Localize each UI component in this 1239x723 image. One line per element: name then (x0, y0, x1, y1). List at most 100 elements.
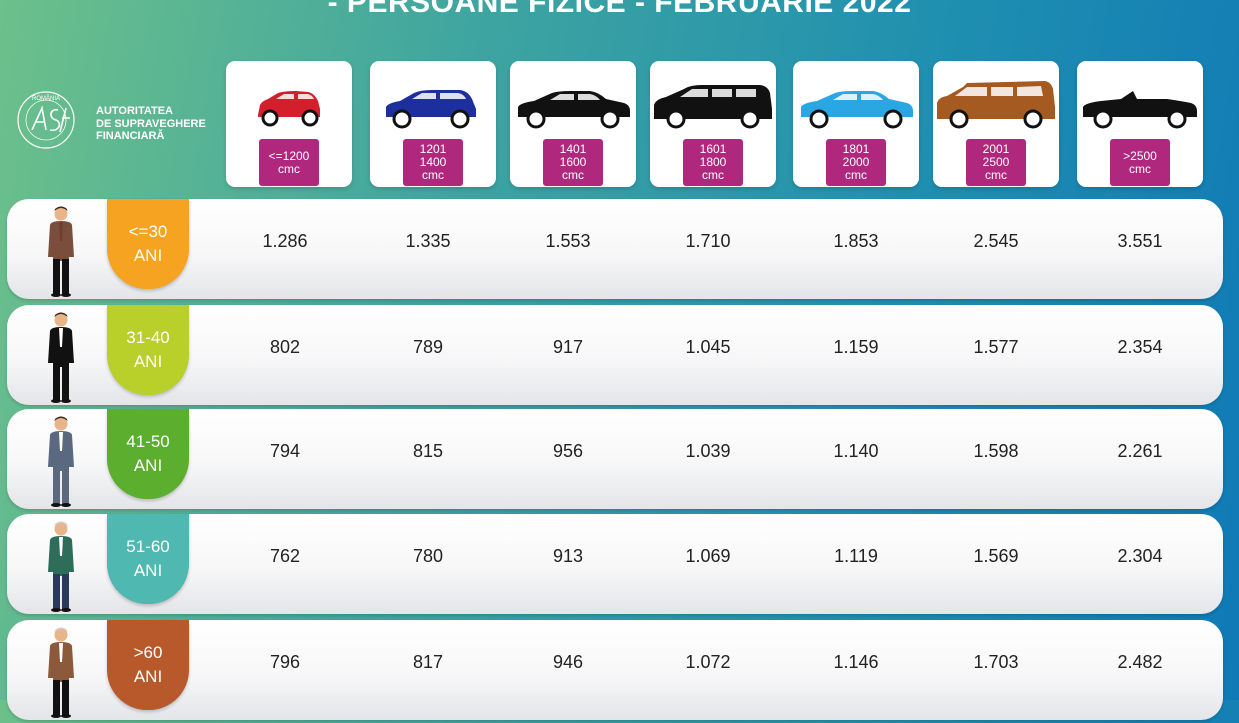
price-cell: 794 (269, 441, 301, 461)
capacity-line-1: 1401 (559, 142, 587, 156)
age-group-tab: <=30 ANI (107, 199, 189, 289)
price-cell: 2.545 (973, 231, 1019, 251)
price-cell: 1.553 (545, 231, 591, 251)
price-cell: 2.482 (1117, 652, 1163, 672)
table-row: 41-50 ANI 794 815 956 1.039 1.140 1.598 2.261 (7, 409, 1223, 509)
age-suffix: ANI (133, 246, 163, 265)
emblem-text: ROMÂNIA (32, 95, 60, 102)
capacity-unit: cmc (702, 168, 724, 182)
car-icon (386, 90, 476, 129)
person-icon (48, 416, 74, 507)
engine-capacity-badge: 2001 2500 cmc (966, 139, 1026, 186)
price-cell: 2.261 (1117, 441, 1163, 461)
category-card: 1401 1600 cmc (510, 61, 636, 187)
price-cell: 1.146 (833, 652, 879, 672)
asf-emblem-icon: ROMÂNIA (17, 91, 75, 149)
price-cell: 1.569 (973, 546, 1019, 566)
capacity-unit: cmc (845, 168, 867, 182)
age-suffix: ANI (133, 667, 163, 686)
price-cell: 1.045 (685, 337, 731, 357)
page-title: - PERSOANE FIZICE - FEBRUARIE 2022 (327, 0, 912, 19)
car-icon (801, 91, 913, 129)
price-cell: 1.119 (834, 546, 878, 566)
age-group-tab: >60 ANI (107, 620, 189, 710)
category-card: <=1200 cmc (226, 61, 352, 187)
category-card: 1801 2000 cmc (793, 61, 919, 187)
engine-capacity-badge: <=1200 cmc (259, 139, 319, 186)
price-cell: 762 (269, 546, 301, 566)
org-line-1: AUTORITATEA (96, 105, 173, 117)
price-cell: 796 (269, 652, 301, 672)
person-icon (48, 312, 74, 403)
table-row: >60 ANI 796 817 946 1.072 1.146 1.703 2.482 (7, 620, 1223, 720)
price-cell: 802 (269, 337, 301, 357)
price-cell: 1.853 (833, 231, 879, 251)
price-cell: 1.039 (685, 441, 731, 461)
capacity-line-1: 1801 (842, 142, 870, 156)
category-card: 1601 1800 cmc (650, 61, 776, 187)
price-cell: 1.710 (685, 231, 731, 251)
price-cell: 1.159 (833, 337, 879, 357)
price-cell: 1.069 (685, 546, 731, 566)
asf-logo: ROMÂNIA AUTORITATEA DE SUPRAVEGHERE FINA… (10, 90, 220, 150)
person-figure (45, 205, 77, 302)
person-icon (48, 627, 74, 718)
age-range: 51-60 (126, 537, 170, 556)
capacity-unit: cmc (562, 168, 584, 182)
capacity-unit: cmc (1129, 161, 1151, 176)
age-suffix: ANI (133, 561, 163, 580)
person-icon (48, 521, 74, 612)
capacity-line-1: 2001 (982, 142, 1010, 156)
price-cell: 2.304 (1117, 546, 1163, 566)
price-cell: 946 (552, 652, 584, 672)
car-icon (258, 91, 320, 127)
price-cell: 917 (552, 337, 584, 357)
person-figure (45, 415, 77, 512)
capacity-unit: cmc (422, 168, 444, 182)
org-name: AUTORITATEA DE SUPRAVEGHERE FINANCIARĂ (96, 105, 206, 143)
capacity-line-1: <=1200 (268, 148, 310, 163)
capacity-line-2: 2500 (982, 155, 1010, 169)
price-cell: 913 (552, 546, 584, 566)
category-card: 1201 1400 cmc (370, 61, 496, 187)
capacity-line-1: 1201 (419, 142, 447, 156)
price-cell: 1.072 (685, 652, 731, 672)
price-cell: 1.140 (833, 441, 879, 461)
engine-capacity-badge: 1401 1600 cmc (543, 139, 603, 186)
age-range: >60 (133, 643, 163, 662)
age-range: 31-40 (126, 328, 170, 347)
category-card: 2001 2500 cmc (933, 61, 1059, 187)
person-figure (45, 311, 77, 408)
price-cell: 815 (412, 441, 444, 461)
capacity-line-2: 2000 (842, 155, 870, 169)
person-icon (48, 206, 74, 297)
table-row: 31-40 ANI 802 789 917 1.045 1.159 1.577 2.354 (7, 305, 1223, 405)
car-icon (654, 85, 772, 129)
capacity-line-2: 1800 (699, 155, 727, 169)
price-cell: 789 (412, 337, 444, 357)
table-row: <=30 ANI 1.286 1.335 1.553 1.710 1.853 2.545 3.5… (7, 199, 1223, 299)
price-cell: 780 (412, 546, 444, 566)
price-cell: 1.598 (973, 441, 1019, 461)
age-group-tab: 31-40 ANI (107, 305, 189, 395)
age-range: <=30 (128, 222, 168, 241)
capacity-line-2: 1400 (419, 155, 447, 169)
car-icon (1083, 91, 1197, 129)
price-cell: 2.354 (1117, 337, 1163, 357)
price-cell: 817 (412, 652, 444, 672)
category-card: >2500 cmc (1077, 61, 1203, 187)
price-cell: 1.335 (405, 231, 451, 251)
price-cell: 1.703 (973, 652, 1019, 672)
capacity-line-1: >2500 (1123, 148, 1157, 163)
age-suffix: ANI (133, 456, 163, 475)
price-cell: 1.286 (262, 231, 308, 251)
org-line-2: DE SUPRAVEGHERE (96, 117, 206, 130)
age-range: 41-50 (126, 432, 170, 451)
engine-capacity-badge: 1801 2000 cmc (826, 139, 886, 186)
org-line-3: FINANCIARĂ (96, 130, 165, 142)
capacity-line-2: 1600 (559, 155, 587, 169)
capacity-unit: cmc (985, 168, 1007, 182)
engine-capacity-badge: 1601 1800 cmc (683, 139, 743, 186)
car-icon (937, 81, 1055, 129)
engine-capacity-badge: >2500 cmc (1110, 139, 1170, 186)
